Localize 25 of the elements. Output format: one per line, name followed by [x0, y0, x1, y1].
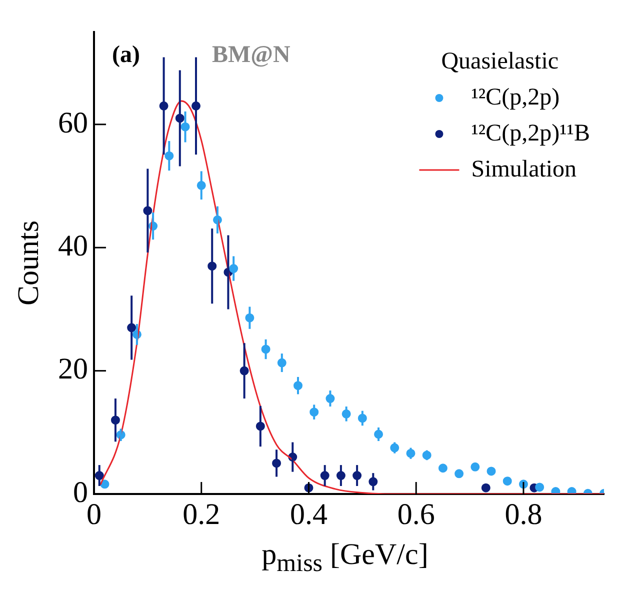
legend-label: ¹²C(p,2p): [471, 84, 560, 110]
y-tick-label: 60: [58, 106, 88, 140]
y-tick-label: 20: [58, 352, 88, 386]
y-tick-label: 40: [58, 229, 88, 262]
y-axis-title: Counts: [12, 220, 45, 306]
point: [470, 462, 480, 472]
annotation: (a): [112, 42, 140, 68]
legend-label: Simulation: [471, 156, 577, 182]
x-axis-title: p$_{miss}$ [GeV/c]: [260, 538, 430, 578]
point: [454, 469, 464, 478]
point: [481, 483, 490, 492]
x-tick-label: 0.4: [290, 498, 328, 531]
point: [551, 487, 560, 494]
legend-title: Quasielastic: [441, 48, 559, 74]
point: [535, 482, 544, 492]
point: [438, 464, 448, 473]
x-tick-label: 0.8: [504, 498, 542, 531]
legend-label: ¹²C(p,2p)¹¹B: [471, 120, 590, 146]
x-tick-label: 0.6: [397, 498, 435, 531]
point: [502, 476, 512, 486]
x-tick-label: 0.2: [182, 498, 220, 531]
annotation: BM@N: [212, 42, 291, 68]
point: [567, 487, 576, 494]
point: [486, 466, 496, 476]
y-tick-label: 0: [73, 476, 88, 509]
